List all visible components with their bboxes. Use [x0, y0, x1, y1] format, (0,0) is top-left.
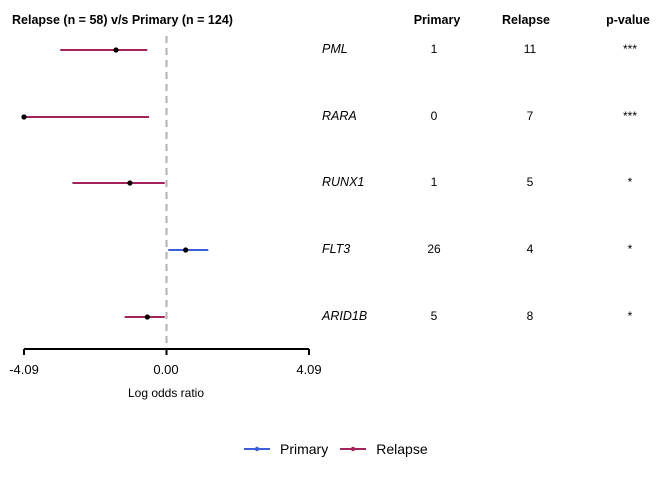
x-tick-label-max: 4.09 — [296, 362, 322, 377]
pvalue-rara: *** — [622, 109, 638, 123]
gene-label-runx1: RUNX1 — [322, 175, 365, 189]
pvalue-arid1b: * — [627, 309, 633, 323]
column-header-pvalue: p-value — [606, 13, 650, 27]
relapse-count-rara: 7 — [526, 109, 534, 123]
gene-label-flt3: FLT3 — [322, 242, 351, 256]
relapse-count-arid1b: 8 — [526, 309, 534, 323]
relapse-count-runx1: 5 — [526, 175, 534, 189]
pvalue-runx1: * — [627, 175, 633, 189]
primary-count-runx1: 1 — [430, 175, 438, 189]
point-estimate-flt3 — [183, 247, 189, 253]
column-header-primary: Primary — [413, 13, 461, 27]
legend-label-primary: Primary — [280, 441, 329, 457]
pvalue-pml: *** — [622, 42, 638, 56]
point-estimate-arid1b — [144, 314, 150, 320]
gene-label-rara: RARA — [322, 109, 357, 123]
column-header-relapse: Relapse — [502, 13, 550, 27]
chart-title: Relapse (n = 58) v/s Primary (n = 124) — [12, 13, 233, 27]
legend: Primary Relapse — [244, 441, 440, 457]
point-estimate-runx1 — [127, 180, 133, 186]
gene-label-arid1b: ARID1B — [322, 309, 368, 323]
primary-count-arid1b: 5 — [430, 309, 438, 323]
gene-label-pml: PML — [322, 42, 348, 56]
primary-count-flt3: 26 — [427, 242, 441, 256]
point-estimate-rara — [21, 114, 27, 120]
pvalue-flt3: * — [627, 242, 633, 256]
legend-key-relapse — [340, 446, 367, 452]
relapse-count-flt3: 4 — [526, 242, 534, 256]
relapse-count-pml: 11 — [523, 42, 537, 56]
primary-count-pml: 1 — [430, 42, 438, 56]
point-estimate-pml — [113, 47, 119, 53]
legend-key-primary — [244, 446, 270, 452]
x-axis-label: Log odds ratio — [127, 386, 205, 400]
legend-item-relapse: Relapse — [340, 441, 428, 457]
x-tick-label-min: -4.09 — [9, 362, 39, 377]
legend-label-relapse: Relapse — [376, 441, 428, 457]
legend-item-primary: Primary — [244, 441, 328, 457]
primary-count-rara: 0 — [430, 109, 438, 123]
x-tick-label-zero: 0.00 — [153, 362, 179, 377]
